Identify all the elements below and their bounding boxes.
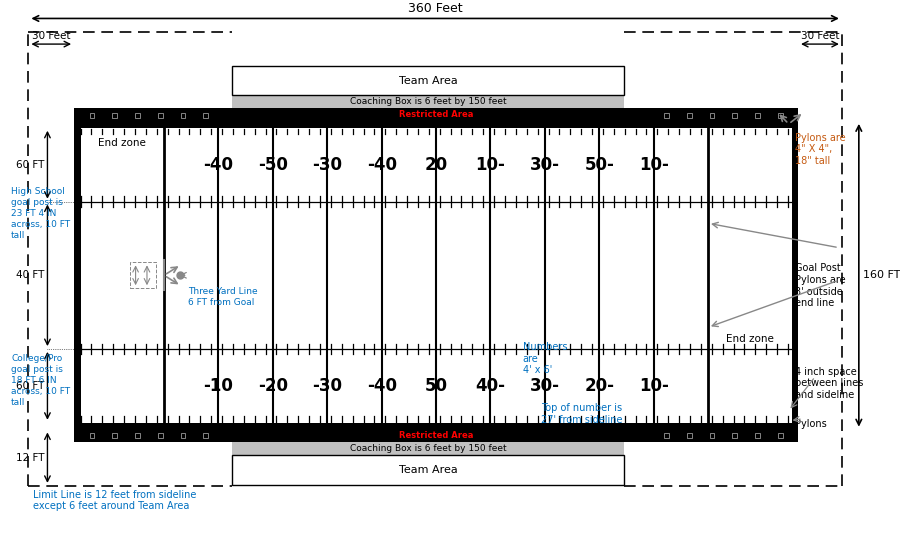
- Text: 12 FT: 12 FT: [16, 453, 45, 463]
- Bar: [709, 113, 715, 118]
- Bar: [81, 128, 791, 423]
- Bar: [733, 113, 737, 118]
- Text: Top of number is
27' from sideline: Top of number is 27' from sideline: [541, 403, 622, 424]
- Text: 60 FT: 60 FT: [16, 160, 45, 170]
- Bar: [130, 262, 157, 288]
- Bar: [90, 113, 94, 118]
- Bar: [232, 455, 624, 485]
- Text: 4 inch space
between lines
and sideline: 4 inch space between lines and sideline: [796, 367, 864, 400]
- Bar: [90, 433, 94, 438]
- Bar: [687, 433, 691, 438]
- Text: 20: 20: [425, 156, 447, 174]
- Text: High School
goal post is
23 FT 4 IN
across, 10 FT
tall: High School goal post is 23 FT 4 IN acro…: [11, 187, 70, 240]
- Bar: [232, 442, 624, 455]
- Bar: [778, 433, 782, 438]
- Text: -50: -50: [258, 156, 288, 174]
- Bar: [687, 113, 691, 118]
- Text: Pylons are
4" X 4",
18" tall: Pylons are 4" X 4", 18" tall: [796, 133, 846, 166]
- Text: 30-: 30-: [530, 156, 560, 174]
- Text: Restricted Area: Restricted Area: [399, 431, 473, 441]
- Bar: [112, 433, 117, 438]
- Bar: [232, 96, 624, 108]
- Bar: [181, 113, 185, 118]
- Bar: [135, 433, 140, 438]
- Text: Team Area: Team Area: [399, 76, 457, 85]
- Text: 30-: 30-: [530, 377, 560, 395]
- Bar: [135, 113, 140, 118]
- Bar: [112, 113, 117, 118]
- Text: Three Yard Line
6 FT from Goal: Three Yard Line 6 FT from Goal: [188, 287, 257, 307]
- Bar: [664, 433, 669, 438]
- Text: -40: -40: [203, 156, 233, 174]
- Bar: [158, 433, 163, 438]
- Text: 360 Feet: 360 Feet: [408, 2, 463, 15]
- Text: -10: -10: [203, 377, 233, 395]
- Text: Limit Line is 12 feet from sideline
except 6 feet around Team Area: Limit Line is 12 feet from sideline exce…: [33, 490, 196, 511]
- Bar: [232, 66, 624, 96]
- Text: -30: -30: [312, 156, 342, 174]
- Bar: [755, 113, 760, 118]
- Bar: [74, 430, 798, 442]
- Text: College/Pro
goal post is
18 FT 6 IN
across, 10 FT
tall: College/Pro goal post is 18 FT 6 IN acro…: [11, 354, 70, 407]
- Text: 10-: 10-: [639, 156, 669, 174]
- Bar: [181, 433, 185, 438]
- Text: Numbers
are
4' x 6': Numbers are 4' x 6': [523, 342, 567, 375]
- Text: -40: -40: [366, 156, 397, 174]
- Text: -20: -20: [257, 377, 288, 395]
- Text: 10-: 10-: [475, 156, 506, 174]
- Bar: [203, 433, 208, 438]
- Text: -30: -30: [312, 377, 342, 395]
- Text: Goal Post
Pylons are
3' outside
end line: Goal Post Pylons are 3' outside end line: [796, 264, 846, 308]
- Bar: [778, 113, 782, 118]
- Text: Team Area: Team Area: [399, 465, 457, 475]
- Text: 50-: 50-: [584, 156, 614, 174]
- Bar: [664, 113, 669, 118]
- Text: 160 FT: 160 FT: [862, 271, 900, 280]
- Text: 40 FT: 40 FT: [16, 271, 45, 280]
- Bar: [158, 113, 163, 118]
- Text: 30 Feet: 30 Feet: [801, 31, 839, 41]
- Text: 60 FT: 60 FT: [16, 381, 45, 391]
- Bar: [733, 433, 737, 438]
- Bar: [74, 108, 798, 121]
- Text: 50: 50: [425, 377, 447, 395]
- Text: Coaching Box is 6 feet by 150 feet: Coaching Box is 6 feet by 150 feet: [350, 97, 507, 106]
- Text: 20-: 20-: [584, 377, 615, 395]
- Bar: [203, 113, 208, 118]
- Text: Coaching Box is 6 feet by 150 feet: Coaching Box is 6 feet by 150 feet: [350, 444, 507, 453]
- Text: 30 Feet: 30 Feet: [32, 31, 70, 41]
- Text: COURTDIMENSIONS.NET: COURTDIMENSIONS.NET: [190, 257, 682, 291]
- Bar: [74, 121, 798, 430]
- Text: End zone: End zone: [726, 334, 774, 344]
- Text: Pylons: Pylons: [796, 418, 827, 429]
- Bar: [709, 433, 715, 438]
- Text: -40: -40: [366, 377, 397, 395]
- Text: 10-: 10-: [639, 377, 669, 395]
- Text: 40-: 40-: [475, 377, 506, 395]
- Bar: [755, 433, 760, 438]
- Text: End zone: End zone: [98, 138, 147, 148]
- Text: Restricted Area: Restricted Area: [399, 110, 473, 119]
